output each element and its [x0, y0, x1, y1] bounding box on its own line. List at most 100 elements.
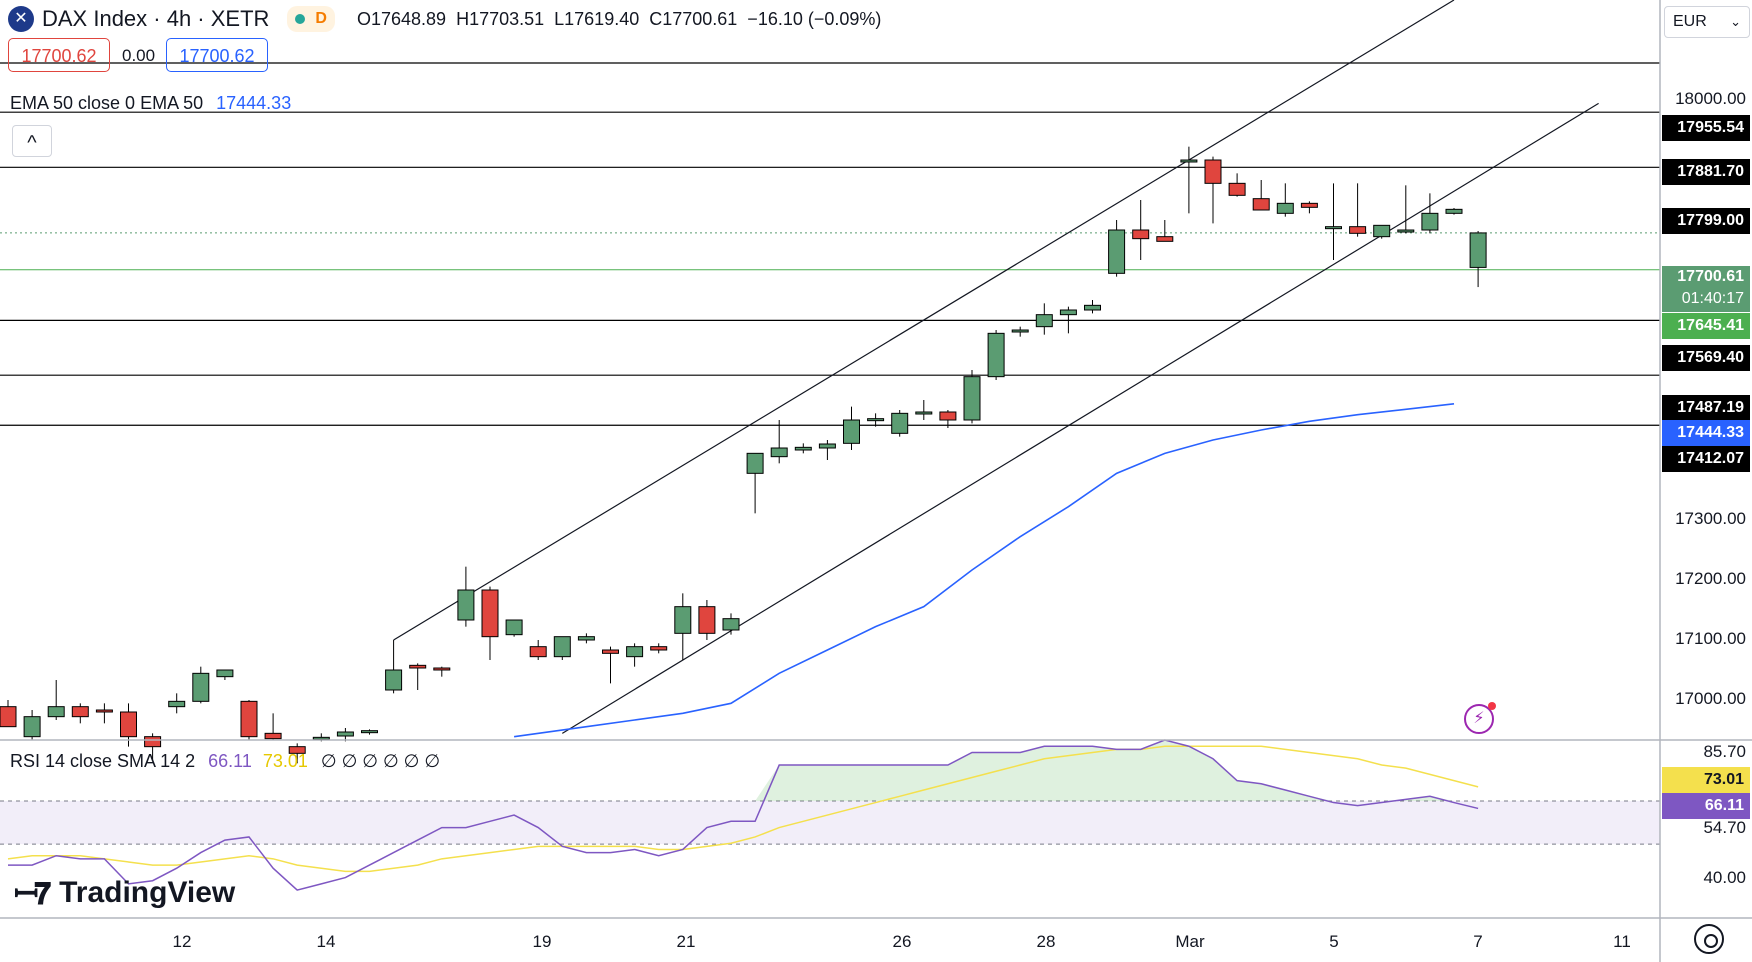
level-tag-17569: 17569.40: [1662, 345, 1750, 371]
lightning-alert-icon[interactable]: ⚡: [1464, 702, 1496, 734]
rsi-value-tag: 66.11: [1662, 793, 1750, 819]
time-tick-19: 19: [532, 932, 552, 951]
candle-body: [794, 446, 812, 451]
rsi-extra-values: ∅ ∅ ∅ ∅ ∅ ∅: [320, 751, 441, 771]
ema-legend-label: EMA 50 close 0 EMA 50: [10, 93, 204, 113]
time-tick-12: 12: [172, 932, 192, 951]
time-tick-26: 26: [892, 932, 912, 951]
channel-lower-line: [561, 102, 1599, 734]
market-status-badge[interactable]: D: [287, 6, 335, 32]
candle-body: [47, 706, 65, 718]
time-tick-7: 7: [1473, 932, 1483, 951]
settings-gear-icon[interactable]: [1694, 924, 1724, 954]
candle-body: [1276, 202, 1294, 214]
price-tick-17100: 17100.00: [1675, 629, 1746, 648]
rsi-legend[interactable]: RSI 14 close SMA 14 2 66.11 73.01 ∅ ∅ ∅ …: [10, 751, 440, 772]
sell-price-button[interactable]: 17700.62: [8, 38, 110, 72]
time-tick-14: 14: [316, 932, 336, 951]
candle-body: [288, 746, 306, 754]
chevron-down-icon: ⌄: [1730, 14, 1741, 29]
rsi-sma-legend-value: 73.01: [262, 751, 308, 771]
rsi-tick-85: 85.70: [1703, 742, 1746, 761]
candle-body: [1035, 314, 1053, 328]
last-price-value: 17700.61: [1677, 268, 1744, 285]
rsi-sma-tag: 73.01: [1662, 767, 1750, 793]
brand-name: TradingView: [59, 875, 236, 909]
candle-body: [192, 672, 210, 702]
candle-body: [120, 711, 137, 738]
candle-body: [915, 411, 933, 415]
candle-body: [553, 636, 571, 658]
channel-upper-line: [393, 0, 1455, 641]
candle-body: [770, 447, 788, 458]
candle-body: [168, 700, 186, 708]
candle-body: [746, 452, 764, 474]
candle-body: [1228, 182, 1246, 196]
candle-body: [1011, 329, 1029, 333]
flag-d-label: D: [315, 10, 327, 27]
rsi-overbought-fill: [8, 740, 1479, 801]
ema-line-layer: [513, 402, 1455, 738]
candle-body: [867, 418, 885, 422]
candle-body: [361, 730, 378, 734]
candle-body: [71, 706, 89, 718]
time-tick-5: 5: [1329, 932, 1339, 951]
rsi-tick-54: 54.70: [1703, 818, 1746, 837]
candle-body: [385, 669, 403, 691]
rsi-line: [8, 739, 1479, 891]
buy-price-button[interactable]: 17700.62: [166, 38, 268, 72]
candle-body: [1084, 304, 1101, 311]
chevron-up-icon: ^: [27, 132, 37, 154]
symbol-header[interactable]: ✕ DAX Index · 4h · XETR D O17648.89 H177…: [8, 6, 881, 32]
candles: [0, 146, 1487, 764]
candle-body: [674, 606, 692, 634]
bar-countdown: 01:40:17: [1681, 290, 1744, 307]
candle-body: [1300, 202, 1318, 208]
candle-body: [457, 589, 475, 621]
time-tick-11: 11: [1613, 932, 1631, 951]
collapse-legend-button[interactable]: ^: [12, 125, 52, 157]
rsi-band-fill: [0, 800, 1660, 845]
ema-legend[interactable]: EMA 50 close 0 EMA 50 17444.33: [10, 93, 291, 114]
candle-body: [264, 732, 282, 740]
candle-body: [602, 649, 619, 654]
candle-body: [650, 646, 668, 651]
candle-body: [1204, 159, 1222, 184]
ema-tag: 17444.33: [1662, 420, 1750, 446]
candle-body: [481, 589, 499, 638]
candle-body: [0, 706, 17, 728]
horizontal-levels: [0, 62, 1660, 426]
price-tick-17000: 17000.00: [1675, 689, 1746, 708]
ohlc-readout: O17648.89 H17703.51 L17619.40 C17700.61 …: [356, 8, 882, 29]
candle-body: [577, 636, 595, 641]
currency-select[interactable]: EUR ⌄: [1664, 6, 1750, 38]
tradingview-logo: ꟷ𝟕 TradingView: [14, 872, 235, 913]
candle-body: [409, 664, 427, 669]
candle-body: [939, 411, 957, 421]
candle-body: [1108, 229, 1126, 274]
symbol-title: DAX Index · 4h · XETR: [42, 6, 270, 31]
time-tick-28: 28: [1036, 932, 1056, 951]
candle-body: [1156, 236, 1174, 242]
market-dot-icon: [295, 14, 306, 24]
level-tag-17487: 17487.19: [1662, 395, 1750, 421]
tv-logo-mark-icon: ꟷ𝟕: [14, 878, 51, 911]
spread-value: 0.00: [122, 46, 156, 65]
candle-body: [891, 412, 909, 434]
candle-body: [987, 332, 1005, 378]
candle-body: [1421, 212, 1439, 231]
candle-body: [336, 731, 354, 737]
candle-body: [144, 736, 162, 748]
level-tag-17881: 17881.70: [1662, 159, 1750, 185]
ema50-line: [513, 402, 1455, 738]
candle-body: [23, 716, 41, 738]
candle-body: [722, 618, 740, 631]
level-tag-17412: 17412.07: [1662, 446, 1750, 472]
rsi-legend-label: RSI 14 close SMA 14 2: [10, 751, 196, 771]
rsi-sma-line: [7, 745, 1479, 873]
price-tick-17300: 17300.00: [1675, 509, 1746, 528]
currency-value: EUR: [1673, 13, 1707, 30]
rsi-tick-40: 40.00: [1703, 868, 1746, 887]
